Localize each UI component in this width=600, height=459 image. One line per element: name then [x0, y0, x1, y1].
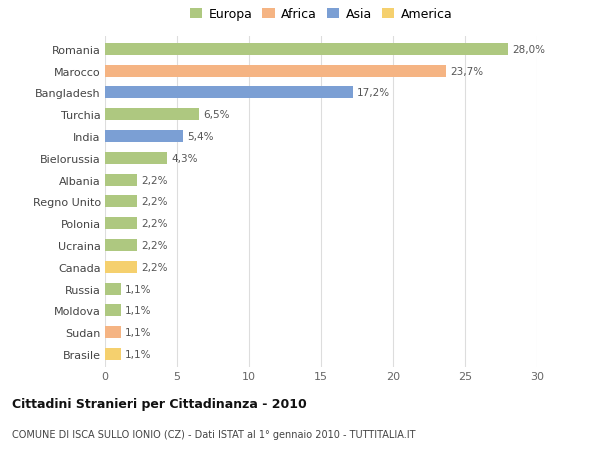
Bar	[105, 109, 199, 121]
Text: COMUNE DI ISCA SULLO IONIO (CZ) - Dati ISTAT al 1° gennaio 2010 - TUTTITALIA.IT: COMUNE DI ISCA SULLO IONIO (CZ) - Dati I…	[12, 429, 415, 439]
Text: 1,1%: 1,1%	[125, 284, 152, 294]
Text: 5,4%: 5,4%	[187, 132, 214, 142]
Bar	[105, 305, 121, 317]
Text: 1,1%: 1,1%	[125, 327, 152, 337]
Text: 23,7%: 23,7%	[451, 67, 484, 77]
Legend: Europa, Africa, Asia, America: Europa, Africa, Asia, America	[187, 6, 455, 24]
Bar	[105, 348, 121, 360]
Text: 17,2%: 17,2%	[357, 88, 390, 98]
Text: 1,1%: 1,1%	[125, 306, 152, 316]
Bar	[105, 240, 137, 252]
Text: 2,2%: 2,2%	[141, 175, 167, 185]
Text: 2,2%: 2,2%	[141, 197, 167, 207]
Bar	[105, 44, 508, 56]
Bar	[105, 218, 137, 230]
Bar	[105, 87, 353, 99]
Bar	[105, 196, 137, 208]
Text: 2,2%: 2,2%	[141, 241, 167, 251]
Text: 4,3%: 4,3%	[171, 153, 198, 163]
Text: 6,5%: 6,5%	[203, 110, 229, 120]
Bar	[105, 66, 446, 78]
Bar	[105, 261, 137, 273]
Text: 2,2%: 2,2%	[141, 218, 167, 229]
Text: 2,2%: 2,2%	[141, 262, 167, 272]
Bar	[105, 283, 121, 295]
Text: 28,0%: 28,0%	[512, 45, 545, 55]
Bar	[105, 152, 167, 164]
Bar	[105, 131, 183, 143]
Bar	[105, 326, 121, 338]
Text: Cittadini Stranieri per Cittadinanza - 2010: Cittadini Stranieri per Cittadinanza - 2…	[12, 397, 307, 410]
Bar	[105, 174, 137, 186]
Text: 1,1%: 1,1%	[125, 349, 152, 359]
